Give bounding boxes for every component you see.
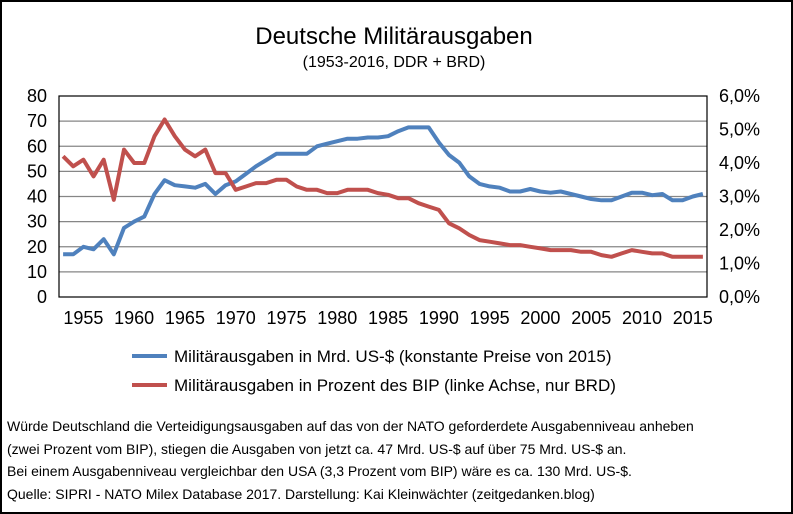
x-tick-label: 1955 (63, 308, 103, 328)
plot-area (58, 95, 708, 298)
y-left-tick-label: 20 (27, 237, 47, 257)
y-left-tick-label: 60 (27, 136, 47, 156)
note-line: (zwei Prozent vom BIP), stiegen die Ausg… (7, 440, 627, 457)
y-right-tick-label: 1,0% (719, 254, 760, 274)
legend-label: Militärausgaben in Mrd. US-$ (konstante … (174, 347, 612, 366)
y-right-tick-label: 2,0% (719, 220, 760, 240)
note-line: Bei einem Ausgabenniveau vergleichbar de… (7, 463, 632, 479)
x-tick-label: 1970 (216, 308, 256, 328)
x-tick-label: 2015 (673, 308, 713, 328)
chart-title: Deutsche Militärausgaben (255, 23, 533, 50)
x-tick-label: 1985 (368, 308, 408, 328)
legend-label: Militärausgaben in Prozent des BIP (link… (174, 376, 616, 395)
chart: Deutsche Militärausgaben (1953-2016, DDR… (27, 23, 760, 395)
y-right-tick-label: 0,0% (719, 287, 760, 307)
series-line-2 (61, 117, 703, 259)
x-tick-label: 1975 (266, 308, 306, 328)
y-left-tick-label: 50 (27, 161, 47, 181)
y-left-tick-label: 40 (27, 187, 47, 207)
y-left-tick-label: 30 (27, 212, 47, 232)
y-right-tick-label: 6,0% (719, 86, 760, 106)
y-right-tick-label: 4,0% (719, 153, 760, 173)
x-tick-label: 1995 (470, 308, 510, 328)
x-tick-label: 1960 (114, 308, 154, 328)
y-left-tick-label: 70 (27, 111, 47, 131)
x-tick-label: 2005 (571, 308, 611, 328)
series-line-1 (63, 125, 704, 257)
source-line: Quelle: SIPRI - NATO Milex Database 2017… (7, 485, 595, 502)
notes: Würde Deutschland die Verteidigungsausga… (7, 415, 694, 505)
x-tick-label: 1990 (419, 308, 459, 328)
y-right-tick-label: 3,0% (719, 187, 760, 207)
note-line: Würde Deutschland die Verteidigungsausga… (7, 418, 694, 434)
y-left-tick-label: 10 (27, 262, 47, 282)
chart-subtitle: (1953-2016, DDR + BRD) (303, 54, 486, 71)
y-left-tick-label: 80 (27, 86, 47, 106)
x-tick-label: 1965 (165, 308, 205, 328)
x-tick-label: 2000 (520, 308, 560, 328)
y-right-tick-label: 5,0% (719, 120, 760, 140)
y-left-tick-label: 0 (37, 287, 47, 307)
x-tick-label: 2010 (622, 308, 662, 328)
x-tick-label: 1980 (317, 308, 357, 328)
